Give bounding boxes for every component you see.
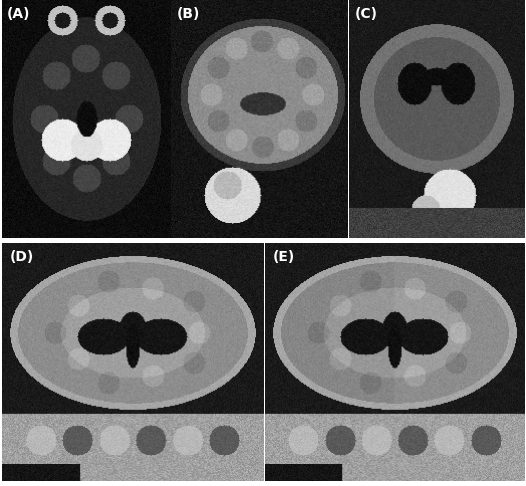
Text: (A): (A) [7, 7, 30, 21]
Text: (B): (B) [177, 7, 200, 21]
Text: (D): (D) [9, 250, 34, 264]
Text: (E): (E) [273, 250, 295, 264]
Text: (C): (C) [355, 7, 378, 21]
